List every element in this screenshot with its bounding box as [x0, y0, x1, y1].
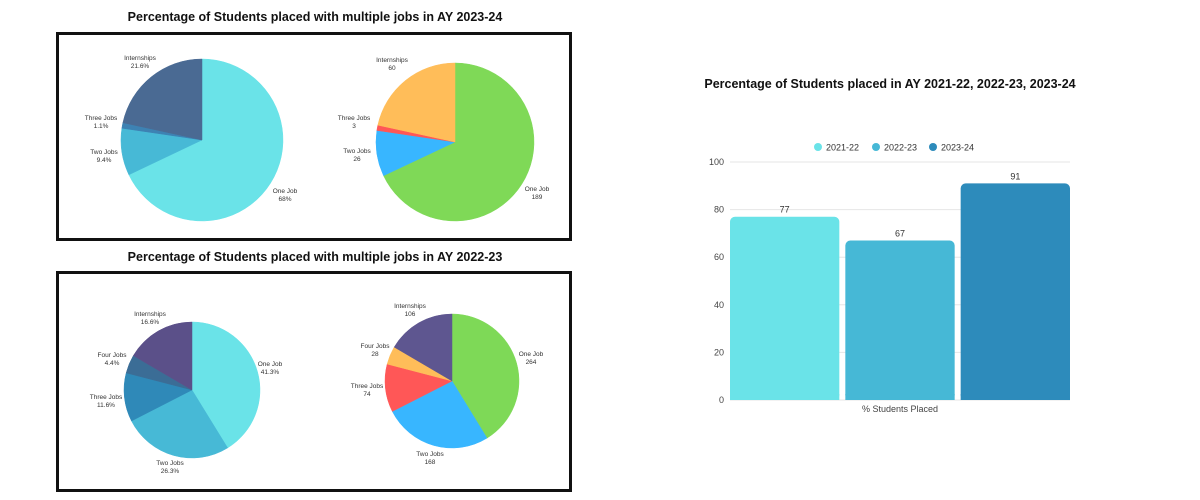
pie-label-internships: Internships: [394, 303, 427, 310]
pie-value-two-jobs: 26: [353, 156, 361, 163]
y-tick-label: 100: [709, 157, 724, 167]
pie-label-three-jobs: Three Jobs: [90, 394, 123, 401]
bar-base-2023-24: [960, 394, 1070, 400]
bar-base-2022-23: [845, 394, 955, 400]
legend-label-2023-24: 2023-24: [941, 143, 974, 153]
pie-value-one-job: 41.3%: [261, 369, 280, 376]
pie-value-internships: 60: [388, 65, 396, 72]
legend-swatch-2022-23: [872, 143, 880, 151]
pie-label-one-job: One Job: [525, 186, 550, 193]
pie-value-one-job: 68%: [278, 196, 291, 203]
bar-base-2021-22: [730, 394, 840, 400]
pie-value-four-jobs: 4.4%: [105, 360, 120, 367]
pie-value-two-jobs: 168: [425, 459, 436, 466]
x-axis-label: % Students Placed: [862, 404, 938, 414]
pie-label-four-jobs: Four Jobs: [361, 343, 391, 350]
pie-value-two-jobs: 26.3%: [161, 468, 180, 475]
pie-label-internships: Internships: [134, 311, 167, 318]
pie-label-one-job: One Job: [519, 351, 544, 358]
y-tick-label: 20: [714, 347, 724, 357]
pie-slice-internships: [393, 313, 453, 382]
pie-slice-internships: [377, 62, 456, 143]
pie-label-internships: Internships: [376, 57, 409, 64]
bar-2021-22: [730, 216, 840, 400]
pie-value-one-job: 189: [532, 194, 543, 201]
y-tick-label: 0: [719, 395, 724, 405]
legend-label-2021-22: 2021-22: [826, 143, 859, 153]
pie-value-internships: 106: [405, 311, 416, 318]
pie-slice-internships: [132, 321, 193, 391]
pie-label-four-jobs: Four Jobs: [98, 352, 128, 359]
top-pie-title: Percentage of Students placed with multi…: [127, 10, 503, 24]
pie-value-three-jobs: 1.1%: [94, 123, 109, 130]
pie-value-three-jobs: 3: [352, 123, 356, 130]
bar-2022-23: [845, 240, 955, 400]
bar-value-label-2021-22: 77: [780, 205, 790, 215]
pie-slice-one-job: [128, 58, 284, 222]
bar-value-label-2023-24: 91: [1010, 171, 1020, 181]
pie-value-three-jobs: 11.6%: [97, 402, 115, 409]
pie-label-two-jobs: Two Jobs: [416, 451, 444, 458]
legend-label-2022-23: 2022-23: [884, 143, 917, 153]
pie-value-three-jobs: 74: [363, 391, 371, 398]
pie-value-two-jobs: 9.4%: [97, 157, 112, 164]
pie-label-three-jobs: Three Jobs: [351, 383, 384, 390]
pie-value-four-jobs: 28: [371, 351, 379, 358]
pie-value-internships: 16.6%: [141, 319, 160, 326]
legend-swatch-2023-24: [929, 143, 937, 151]
bar-chart-placement: 2021-22 2022-23 2023-24 0 20 40 60 80 100 77 67 91%…: [709, 143, 1070, 414]
bar-value-label-2022-23: 67: [895, 229, 905, 239]
y-tick-label: 60: [714, 252, 724, 262]
pie-slice-two-jobs: [391, 380, 488, 449]
pie-label-three-jobs: Three Jobs: [338, 115, 371, 122]
pie-slice-two-jobs: [131, 389, 228, 459]
pie-label-two-jobs: Two Jobs: [156, 460, 184, 467]
pie-value-one-job: 264: [526, 359, 537, 366]
pie-label-three-jobs: Three Jobs: [85, 115, 118, 122]
pie-slice-one-job: [383, 62, 535, 222]
pie-label-one-job: One Job: [258, 361, 283, 368]
pie-slice-internships: [122, 58, 203, 141]
y-tick-label: 40: [714, 300, 724, 310]
pie-value-internships: 21.6%: [131, 63, 150, 70]
pie-label-two-jobs: Two Jobs: [343, 148, 371, 155]
pie-slice-one-job: [191, 321, 261, 449]
pie-label-two-jobs: Two Jobs: [90, 149, 118, 156]
pie-label-one-job: One Job: [273, 188, 298, 195]
legend-swatch-2021-22: [814, 143, 822, 151]
bar-2023-24: [960, 183, 1070, 400]
pie-slice-one-job: [451, 313, 520, 439]
pie-label-internships: Internships: [124, 55, 157, 62]
bar-chart-title: Percentage of Students placed in AY 2021…: [704, 77, 1076, 91]
y-tick-label: 80: [714, 205, 724, 215]
bottom-pie-title: Percentage of Students placed with multi…: [127, 250, 503, 264]
